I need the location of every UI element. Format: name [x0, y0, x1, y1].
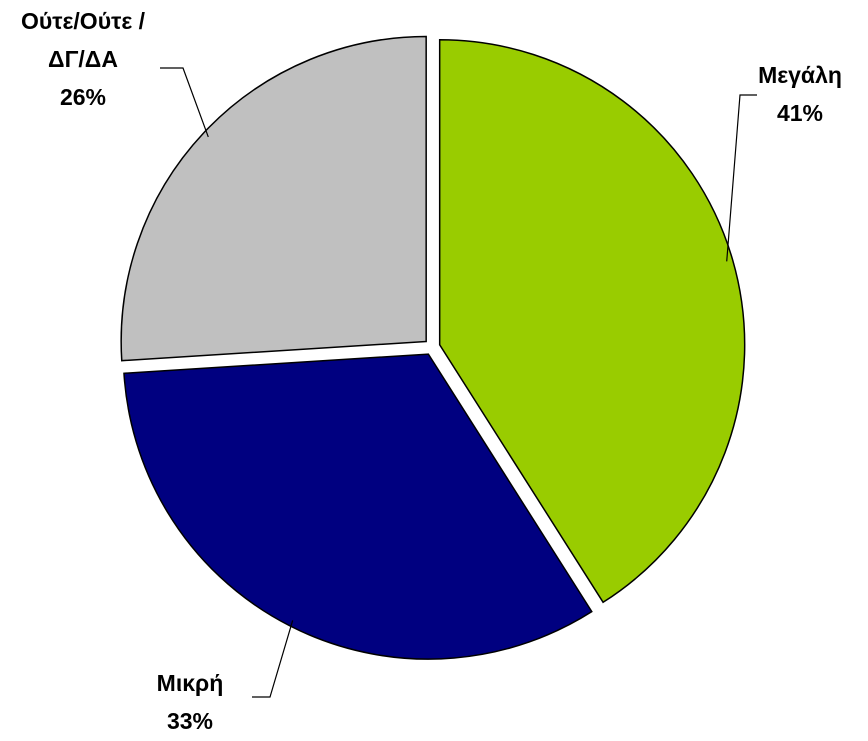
category-label: Ούτε/Ούτε / ΔΓ/ΔΑ	[20, 8, 146, 72]
pie-slice	[120, 35, 427, 362]
slice-label: Μεγάλη 41%	[715, 56, 868, 132]
value-label: 33%	[166, 708, 214, 734]
pie-slice	[438, 39, 746, 604]
leader-line	[252, 620, 294, 698]
leader-line	[726, 94, 757, 262]
slice-label: Μικρή 33%	[105, 664, 275, 740]
category-label: Μεγάλη	[758, 62, 842, 88]
value-label: 41%	[776, 100, 824, 126]
category-label: Μικρή	[156, 670, 224, 696]
value-label: 26%	[59, 84, 107, 110]
slice-label: Ούτε/Ούτε / ΔΓ/ΔΑ 26%	[0, 2, 168, 116]
pie-slice	[123, 353, 593, 660]
leader-line	[160, 67, 209, 138]
